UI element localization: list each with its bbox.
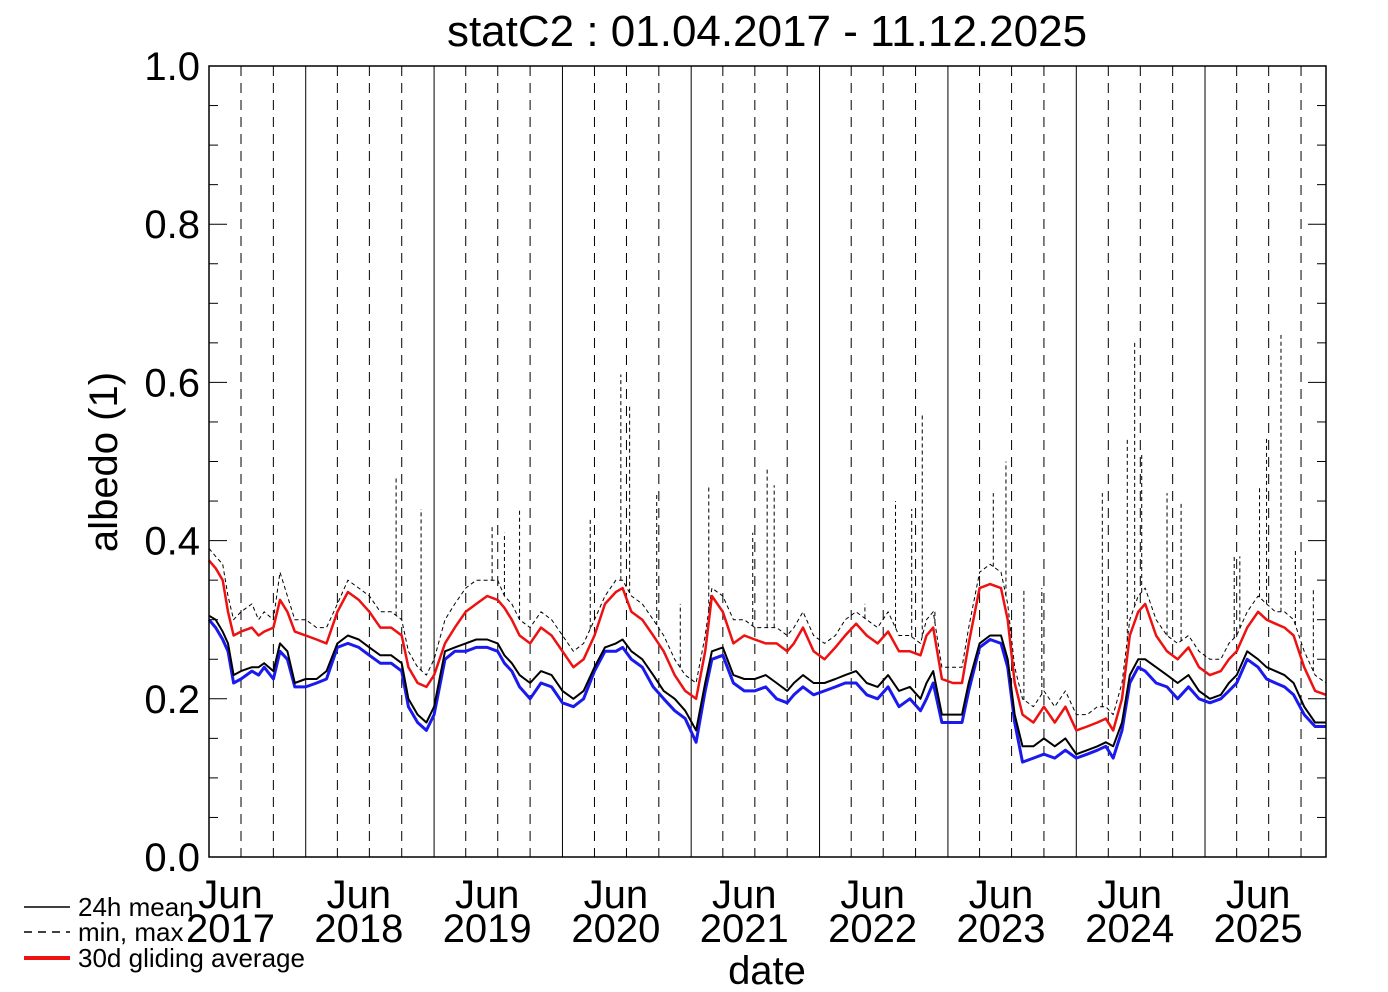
- x-tick-month: Jun: [712, 873, 777, 917]
- y-axis-label: albedo (1): [82, 372, 126, 552]
- x-axis: Jun2017Jun2018Jun2019Jun2020Jun2021Jun20…: [186, 873, 1303, 951]
- series-line-mean: [208, 614, 1326, 756]
- x-tick-month: Jun: [969, 873, 1034, 917]
- vertical-grid: [240, 66, 1302, 857]
- y-tick-label: 0.8: [144, 203, 200, 247]
- x-axis-label: date: [728, 949, 806, 992]
- x-tick-month: Jun: [1098, 873, 1163, 917]
- series-group: [207, 334, 1327, 764]
- x-tick-year: 2018: [314, 907, 403, 951]
- x-tick-month: Jun: [584, 873, 649, 917]
- x-tick-year: 2017: [186, 907, 275, 951]
- x-tick-year: 2021: [700, 907, 789, 951]
- legend-label-minmax: min, max: [78, 917, 183, 947]
- chart-title: statC2 : 01.04.2017 - 11.12.2025: [447, 7, 1087, 56]
- x-tick-year: 2024: [1085, 907, 1174, 951]
- x-tick-year: 2025: [1214, 907, 1303, 951]
- x-tick-month: Jun: [840, 873, 905, 917]
- x-tick-month: Jun: [198, 873, 263, 917]
- x-tick-year: 2019: [443, 907, 532, 951]
- y-tick-label: 1.0: [144, 45, 200, 89]
- x-tick-year: 2020: [571, 907, 660, 951]
- y-tick-label: 0.2: [144, 678, 200, 722]
- y-axis: 0.0 0.2 0.4 0.6 0.8 1.0: [144, 45, 1326, 880]
- y-tick-label: 0.6: [144, 361, 200, 405]
- legend-label-gliding: 30d gliding average: [78, 943, 305, 973]
- x-tick-month: Jun: [1226, 873, 1291, 917]
- x-tick-year: 2022: [828, 907, 917, 951]
- x-tick-month: Jun: [455, 873, 520, 917]
- legend-label-mean: 24h mean: [78, 892, 194, 922]
- legend: 24h mean min, max 30d gliding average: [24, 892, 305, 973]
- x-tick-month: Jun: [327, 873, 392, 917]
- plot-frame: [208, 65, 1327, 858]
- series-line-min: [207, 618, 1326, 764]
- series-line-gliding: [208, 559, 1327, 732]
- x-tick-year: 2023: [957, 907, 1046, 951]
- y-tick-label: 0.4: [144, 520, 200, 564]
- series-line-max: [208, 548, 1327, 716]
- y-tick-label: 0.0: [144, 836, 200, 880]
